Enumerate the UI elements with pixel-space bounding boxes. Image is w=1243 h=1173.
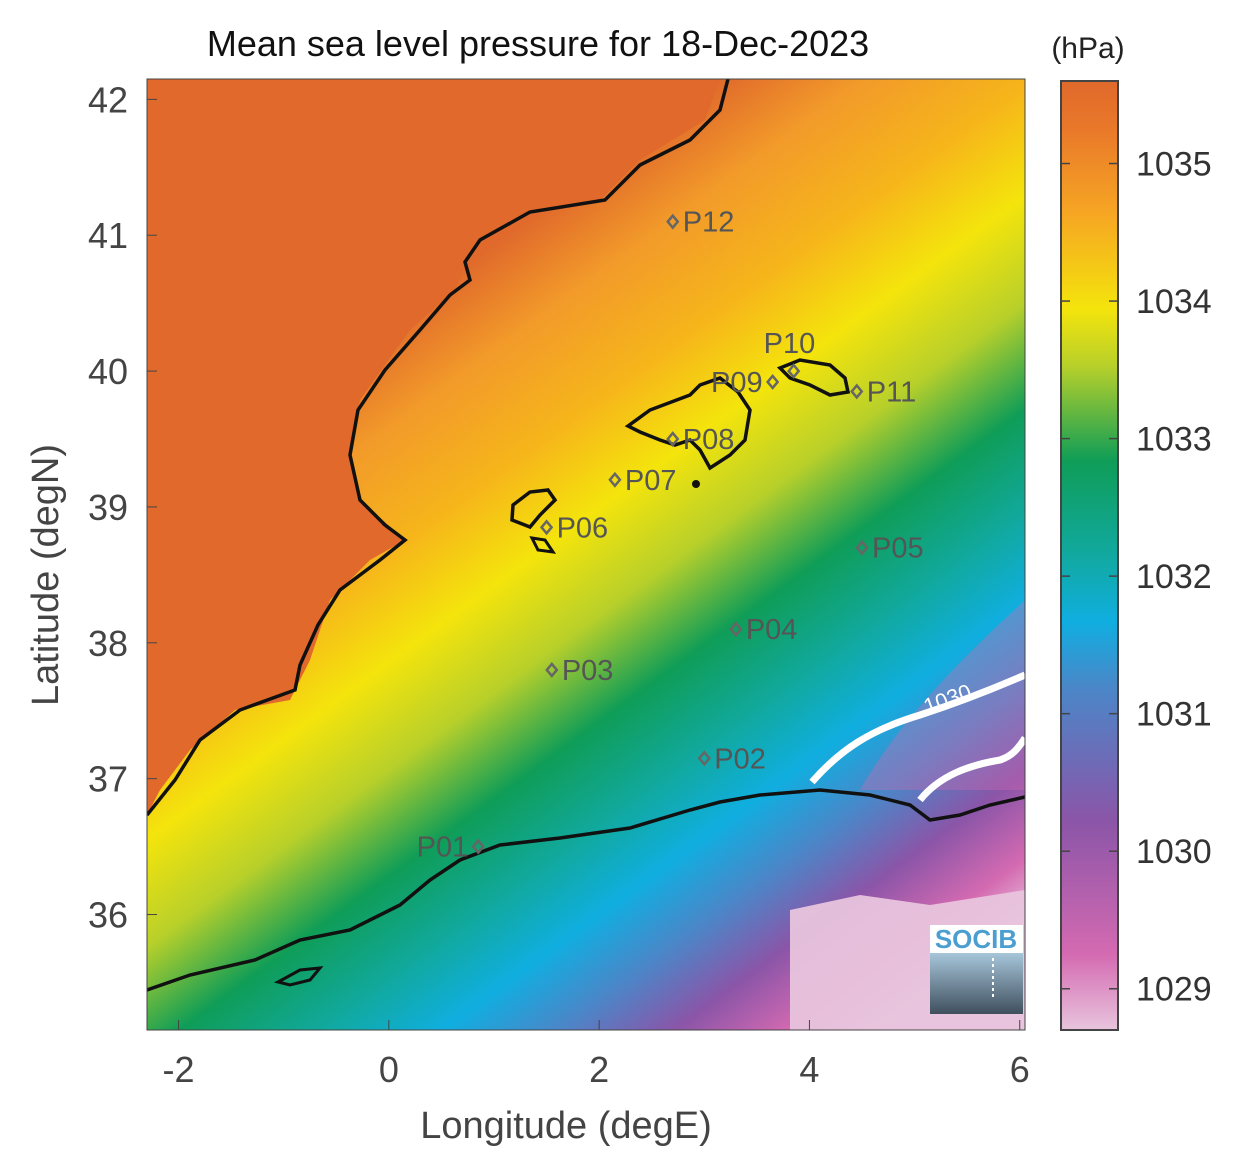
- mallorca-coastline: [624, 376, 752, 471]
- station-label: P10: [764, 328, 816, 360]
- menorca-coastline: [776, 358, 851, 397]
- axes: -2 0 2 4 6 42 41 40 39 38 37 36: [88, 79, 1030, 1090]
- station-marker: [539, 519, 554, 536]
- x-tick-label: 6: [1010, 1049, 1030, 1090]
- plot-area: 1030 P01P02P03P04P05P06P07P08P09P10P11P1…: [147, 79, 1025, 1030]
- colorbar-tick-label: 1035: [1136, 146, 1212, 184]
- station-label: P06: [557, 512, 609, 544]
- colorbar: [1060, 80, 1119, 1031]
- logo-header: [930, 925, 1023, 953]
- station-marker: [697, 750, 711, 767]
- colorbar-tick-label: 1032: [1136, 558, 1212, 596]
- y-tick-label: 37: [88, 759, 128, 800]
- logo-text: SOCIB: [935, 924, 1017, 954]
- small-islet: [273, 966, 324, 987]
- logo-panel: [930, 952, 1023, 1014]
- station-label: P04: [746, 614, 798, 646]
- isobar-1030-south: [917, 735, 1025, 803]
- colorbar-ticks: 1035 1034 1033 1032 1031 1030 1029: [1061, 146, 1212, 1009]
- colorbar-unit: (hPa): [1051, 32, 1124, 65]
- y-axis-label: Latitude (degN): [25, 444, 67, 706]
- y-tick-label: 41: [88, 215, 128, 256]
- station-label: P02: [714, 743, 766, 775]
- station-marker: [545, 662, 559, 678]
- station-marker: [608, 471, 622, 488]
- formentera-coastline: [529, 536, 557, 554]
- y-tick-label: 38: [88, 623, 128, 664]
- station-label: P12: [683, 207, 735, 239]
- colorbar-tick-label: 1034: [1136, 283, 1212, 321]
- x-tick-label: 2: [589, 1049, 609, 1090]
- plot-frame: [146, 78, 1026, 1031]
- station-label: P07: [625, 465, 677, 497]
- colorbar-tick-label: 1031: [1136, 696, 1212, 734]
- x-tick-label: 4: [799, 1049, 819, 1090]
- x-tick-label: 0: [379, 1049, 399, 1090]
- station-label: P05: [872, 533, 924, 565]
- x-tick-label: -2: [163, 1049, 195, 1090]
- x-axis-label: Longitude (degE): [420, 1105, 712, 1147]
- colorbar-tick-label: 1033: [1136, 421, 1212, 459]
- colorbar-tick-label: 1030: [1136, 833, 1212, 871]
- station-marker: [666, 431, 680, 447]
- station-marker: [666, 213, 680, 230]
- station-label: P08: [683, 424, 735, 456]
- y-tick-label: 36: [88, 895, 128, 936]
- socib-logo: SOCIB: [930, 924, 1023, 1014]
- ibiza-coastline: [510, 488, 558, 530]
- y-tick-label: 39: [88, 487, 128, 528]
- land-high-pressure: [147, 79, 720, 815]
- cabrera-island: [692, 480, 700, 488]
- station-label: P01: [417, 832, 469, 864]
- colorbar-tick-label: 1029: [1136, 971, 1212, 1009]
- plot-title: Mean sea level pressure for 18-Dec-2023: [207, 23, 869, 64]
- low-pressure-tongue: [860, 600, 1025, 790]
- y-tick-label: 42: [88, 79, 128, 120]
- y-tick-label: 40: [88, 351, 128, 392]
- station-label: P09: [711, 367, 763, 399]
- station-marker: [766, 374, 780, 390]
- african-coastline: [147, 788, 1025, 992]
- station-marker: [850, 383, 864, 400]
- station-label: P03: [562, 655, 614, 687]
- station-marker: [787, 363, 801, 380]
- station-marker: [471, 838, 485, 855]
- iberian-coastline: [147, 79, 730, 817]
- station-marker: [855, 539, 869, 556]
- station-marker: [729, 621, 743, 638]
- isobar-1030-north: [809, 671, 1025, 785]
- station-label: P11: [867, 376, 916, 408]
